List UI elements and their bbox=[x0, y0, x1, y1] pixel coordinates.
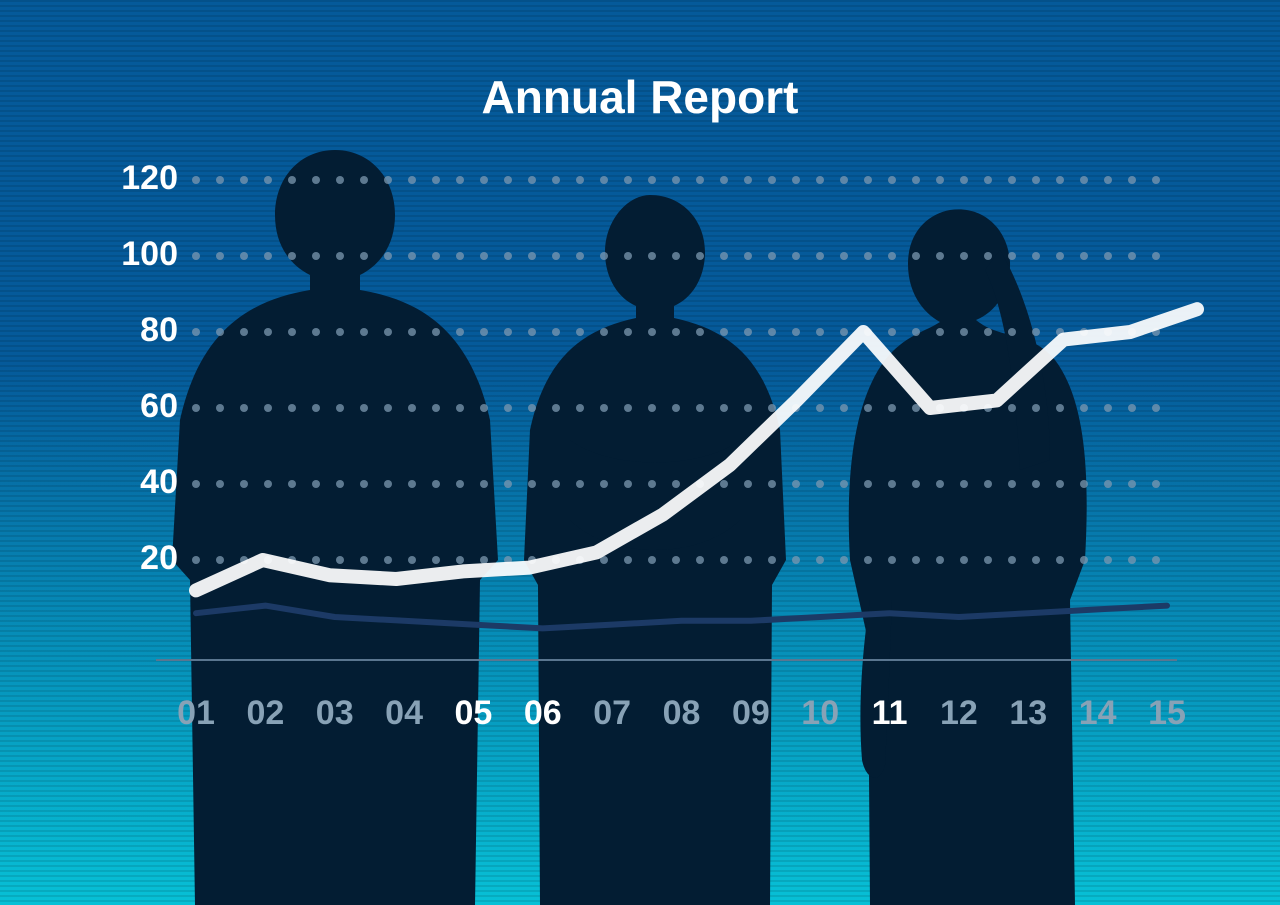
x-tick-label: 09 bbox=[732, 694, 770, 732]
chart-title: Annual Report bbox=[0, 70, 1280, 124]
x-tick-label: 14 bbox=[1079, 694, 1117, 732]
x-tick-label: 06 bbox=[524, 694, 562, 732]
x-tick-label: 08 bbox=[663, 694, 701, 732]
x-tick-label: 01 bbox=[177, 694, 215, 732]
x-tick-label: 12 bbox=[940, 694, 978, 732]
y-tick-label: 40 bbox=[140, 463, 178, 501]
y-tick-label: 120 bbox=[121, 159, 178, 197]
x-tick-label: 04 bbox=[385, 694, 423, 732]
x-tick-label: 10 bbox=[801, 694, 839, 732]
y-tick-label: 80 bbox=[140, 311, 178, 349]
chart-layer: 20 40 60 80 100 120 01 02 03 04 05 06 07 08 09 10 11 12 1… bbox=[0, 0, 1280, 905]
chart-stage: 20 40 60 80 100 120 01 02 03 04 05 06 07 08 09 10 11 12 1… bbox=[0, 0, 1280, 905]
y-tick-label: 100 bbox=[121, 235, 178, 273]
y-tick-labels: 20 40 60 80 100 120 bbox=[121, 159, 178, 577]
y-tick-label: 60 bbox=[140, 387, 178, 425]
x-tick-label: 13 bbox=[1009, 694, 1047, 732]
x-tick-label: 07 bbox=[593, 694, 631, 732]
x-tick-label: 11 bbox=[872, 694, 908, 732]
x-tick-label: 05 bbox=[455, 694, 493, 732]
x-tick-label: 03 bbox=[316, 694, 354, 732]
x-tick-label: 15 bbox=[1148, 694, 1186, 732]
line-series bbox=[196, 309, 1197, 628]
x-tick-labels: 01 02 03 04 05 06 07 08 09 10 11 12 13 14 15 bbox=[177, 694, 1186, 732]
x-tick-label: 02 bbox=[246, 694, 284, 732]
y-tick-label: 20 bbox=[140, 539, 178, 577]
